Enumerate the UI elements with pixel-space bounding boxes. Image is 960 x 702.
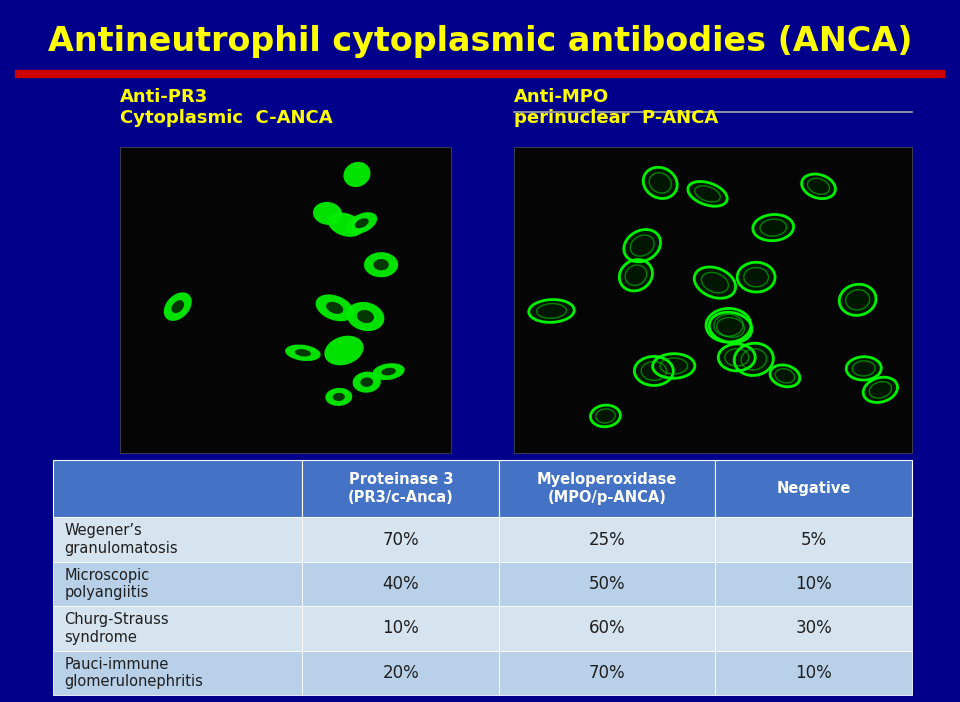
Ellipse shape: [839, 284, 876, 315]
Text: 70%: 70%: [382, 531, 420, 548]
Ellipse shape: [753, 215, 794, 241]
Bar: [53, 517, 302, 562]
Text: 50%: 50%: [588, 575, 626, 593]
Ellipse shape: [653, 354, 695, 378]
Text: perinuclear  P-ANCA: perinuclear P-ANCA: [514, 109, 718, 127]
Ellipse shape: [381, 368, 396, 376]
Ellipse shape: [718, 344, 756, 371]
Bar: [499, 517, 715, 562]
Bar: [715, 607, 912, 651]
Text: Anti-MPO: Anti-MPO: [514, 88, 609, 106]
Bar: [53, 460, 302, 517]
Ellipse shape: [688, 182, 727, 206]
Ellipse shape: [172, 300, 184, 313]
Ellipse shape: [802, 174, 835, 199]
Text: Myeloperoxidase
(MPO/p-ANCA): Myeloperoxidase (MPO/p-ANCA): [537, 472, 678, 505]
Bar: [499, 460, 715, 517]
Ellipse shape: [344, 162, 371, 187]
Ellipse shape: [285, 345, 321, 361]
Bar: [53, 651, 302, 695]
Ellipse shape: [706, 308, 751, 342]
Text: 30%: 30%: [795, 619, 832, 637]
Ellipse shape: [709, 312, 752, 343]
Text: 60%: 60%: [588, 619, 626, 637]
Ellipse shape: [347, 302, 384, 331]
Ellipse shape: [325, 388, 352, 406]
Ellipse shape: [619, 260, 653, 291]
Bar: [302, 651, 499, 695]
Ellipse shape: [846, 357, 881, 380]
Bar: [715, 651, 912, 695]
Ellipse shape: [316, 294, 354, 322]
Bar: [302, 607, 499, 651]
Bar: [120, 147, 451, 453]
Bar: [499, 651, 715, 695]
Ellipse shape: [357, 310, 374, 323]
Ellipse shape: [734, 343, 774, 376]
Ellipse shape: [327, 213, 363, 237]
Ellipse shape: [863, 377, 898, 402]
Bar: [302, 562, 499, 607]
Ellipse shape: [770, 365, 800, 387]
Text: Anti-PR3: Anti-PR3: [120, 88, 208, 106]
Bar: [53, 562, 302, 607]
Ellipse shape: [364, 252, 398, 277]
Ellipse shape: [164, 292, 192, 321]
Ellipse shape: [643, 167, 677, 199]
Ellipse shape: [372, 363, 405, 380]
Text: 20%: 20%: [382, 664, 420, 682]
Ellipse shape: [324, 336, 364, 365]
Bar: [715, 460, 912, 517]
Ellipse shape: [352, 371, 381, 392]
Ellipse shape: [737, 263, 775, 292]
Bar: [53, 607, 302, 651]
Text: 70%: 70%: [588, 664, 626, 682]
Ellipse shape: [313, 202, 342, 225]
Text: Cytoplasmic  C-ANCA: Cytoplasmic C-ANCA: [120, 109, 332, 127]
Text: 10%: 10%: [795, 575, 832, 593]
Text: Microscopic
polyangiitis: Microscopic polyangiitis: [64, 568, 150, 600]
Text: 25%: 25%: [588, 531, 626, 548]
Bar: [499, 607, 715, 651]
Ellipse shape: [590, 405, 620, 427]
Ellipse shape: [529, 300, 574, 322]
Text: 10%: 10%: [795, 664, 832, 682]
Bar: [499, 562, 715, 607]
Text: 40%: 40%: [382, 575, 420, 593]
Text: Churg-Strauss
syndrome: Churg-Strauss syndrome: [64, 612, 169, 644]
Ellipse shape: [694, 267, 735, 298]
Text: Proteinase 3
(PR3/c-Anca): Proteinase 3 (PR3/c-Anca): [348, 472, 454, 505]
Bar: [302, 517, 499, 562]
Ellipse shape: [333, 393, 345, 401]
Ellipse shape: [360, 378, 373, 387]
Ellipse shape: [624, 230, 660, 262]
Text: Antineutrophil cytoplasmic antibodies (ANCA): Antineutrophil cytoplasmic antibodies (A…: [48, 25, 912, 58]
Ellipse shape: [347, 212, 377, 234]
Text: 10%: 10%: [382, 619, 420, 637]
Text: 5%: 5%: [801, 531, 827, 548]
Bar: [514, 147, 912, 453]
Ellipse shape: [326, 302, 344, 314]
Text: Wegener’s
granulomatosis: Wegener’s granulomatosis: [64, 524, 178, 556]
Text: Pauci-immune
glomerulonephritis: Pauci-immune glomerulonephritis: [64, 656, 204, 689]
Bar: [715, 562, 912, 607]
Bar: [715, 517, 912, 562]
Ellipse shape: [373, 259, 389, 270]
Text: Negative: Negative: [777, 481, 851, 496]
Bar: [302, 460, 499, 517]
Ellipse shape: [295, 349, 311, 357]
Ellipse shape: [635, 357, 673, 385]
Ellipse shape: [355, 218, 369, 228]
